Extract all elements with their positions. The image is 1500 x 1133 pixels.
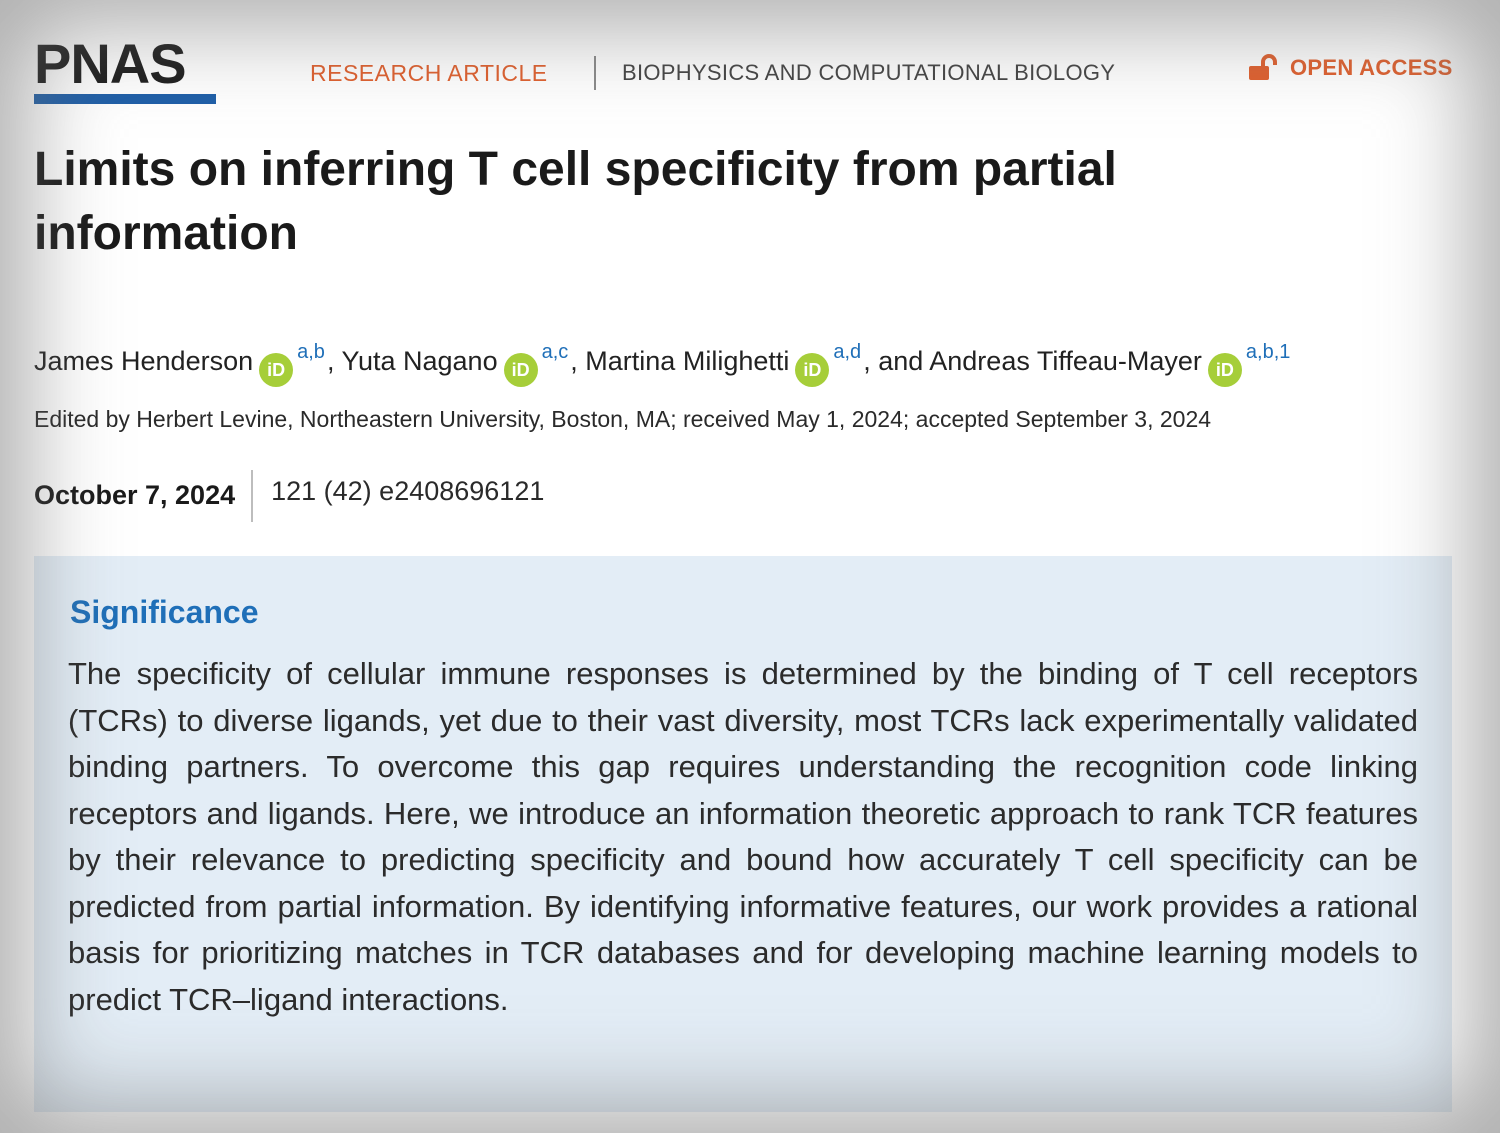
orcid-icon[interactable]: iD bbox=[795, 353, 830, 387]
header-divider bbox=[594, 56, 596, 90]
open-access-badge: OPEN ACCESS bbox=[1248, 54, 1453, 82]
author-name[interactable]: James Henderson bbox=[34, 346, 254, 376]
orcid-icon[interactable]: iD bbox=[259, 353, 294, 387]
author-name[interactable]: Yuta Nagano bbox=[341, 346, 498, 376]
author-affiliation-marker[interactable]: a,c bbox=[541, 341, 569, 363]
author-separator: , bbox=[570, 346, 586, 376]
logo-underline bbox=[34, 94, 216, 104]
citation-reference: 121 (42) e2408696121 bbox=[271, 476, 545, 506]
orcid-icon[interactable]: iD bbox=[1207, 353, 1242, 387]
significance-text: The specificity of cellular immune respo… bbox=[68, 656, 1418, 1017]
author-separator: , bbox=[326, 346, 342, 376]
publication-date: October 7, 2024 bbox=[34, 480, 236, 510]
author-affiliation-marker[interactable]: a,b bbox=[297, 341, 325, 363]
open-access-label: OPEN ACCESS bbox=[1290, 55, 1453, 80]
article-title: Limits on inferring T cell specificity f… bbox=[34, 143, 1117, 260]
author-list: James Henderson iDa,b, Yuta Nagano iDa,c, … bbox=[34, 332, 1292, 387]
article-type-label[interactable]: RESEARCH ARTICLE bbox=[310, 60, 548, 86]
publication-info: October 7, 2024 121 (42) e2408696121 bbox=[34, 470, 544, 522]
author-name[interactable]: Martina Milighetti bbox=[585, 346, 790, 376]
subject-category[interactable]: BIOPHYSICS AND COMPUTATIONAL BIOLOGY bbox=[622, 60, 1116, 85]
significance-box: Significance The specificity of cellular… bbox=[34, 556, 1452, 1112]
editor-dates-line: Edited by Herbert Levine, Northeastern U… bbox=[34, 406, 1212, 432]
logo-text: PNAS bbox=[34, 32, 187, 95]
author-affiliation-marker[interactable]: a,d bbox=[833, 341, 862, 363]
author-affiliation-marker[interactable]: a,b,1 bbox=[1245, 341, 1291, 363]
author-name[interactable]: Andreas Tiffeau-Mayer bbox=[929, 346, 1202, 376]
significance-heading: Significance bbox=[70, 594, 259, 630]
orcid-icon[interactable]: iD bbox=[503, 353, 538, 387]
open-lock-icon bbox=[1248, 54, 1280, 82]
author-separator: , and bbox=[863, 346, 930, 376]
publication-divider bbox=[251, 470, 254, 522]
pnas-logo[interactable]: PNAS bbox=[34, 36, 218, 104]
